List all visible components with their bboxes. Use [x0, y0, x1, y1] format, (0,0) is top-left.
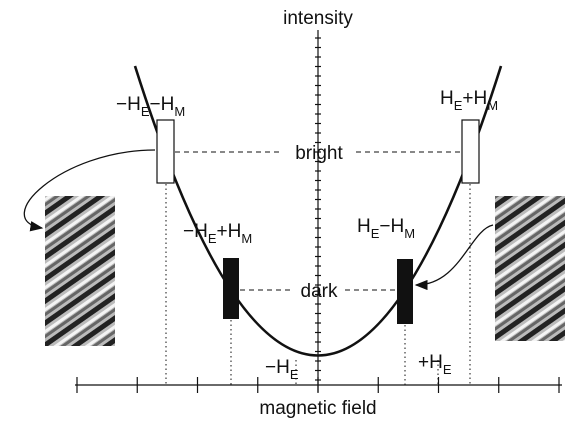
subscript: M	[487, 98, 498, 113]
bright-domain-left	[157, 120, 174, 183]
label-part: −H	[379, 216, 404, 237]
domain-image-left	[45, 196, 115, 346]
label-part: H	[440, 88, 454, 109]
subscript: M	[241, 231, 252, 246]
diagram: intensity magnetic field bright dark −HE…	[0, 0, 581, 423]
label-part: +H	[418, 352, 443, 373]
label-part: +H	[462, 88, 487, 109]
subscript: E	[454, 98, 463, 113]
label-part: −H	[183, 221, 208, 242]
arrow-right	[416, 225, 493, 285]
label-part: −H	[116, 94, 141, 115]
field-label: +HE	[418, 352, 452, 377]
field-label: HE+HM	[440, 88, 498, 113]
axes	[75, 30, 562, 393]
label-part: −H	[150, 94, 175, 115]
subscript: M	[404, 226, 415, 241]
dark-domain-left	[223, 258, 239, 319]
bright-label: bright	[295, 143, 343, 164]
field-label: HE−HM	[357, 216, 415, 241]
dark-label: dark	[301, 281, 338, 302]
subscript: E	[443, 362, 452, 377]
dark-domain-right	[397, 259, 413, 324]
label-part: +H	[217, 221, 242, 242]
bright-domain-right	[462, 120, 479, 183]
x-axis-label: magnetic field	[259, 398, 376, 419]
subscript: E	[290, 367, 299, 382]
subscript: M	[174, 104, 185, 119]
field-label: −HE	[265, 357, 299, 382]
subscript: E	[208, 231, 217, 246]
domain-image-right	[495, 196, 565, 341]
label-part: −H	[265, 357, 290, 378]
subscript: E	[141, 104, 150, 119]
subscript: E	[371, 226, 380, 241]
label-part: H	[357, 216, 371, 237]
y-axis-label: intensity	[283, 8, 353, 29]
field-label: −HE+HM	[183, 221, 252, 246]
